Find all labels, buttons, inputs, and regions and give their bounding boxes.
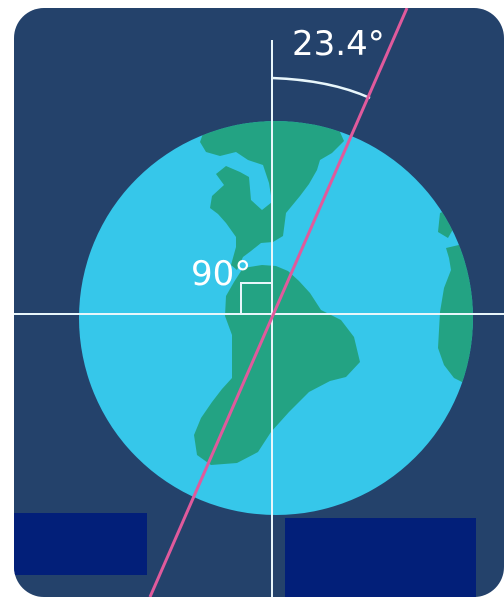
label-box-left [14,513,147,575]
tilt-angle-label: 23.4° [292,24,385,64]
right-angle-label: 90° [191,254,251,294]
tilted-rotation-axis [148,8,409,597]
tilt-angle-arc [271,76,371,100]
label-box-right [285,518,476,597]
right-angle-marker [240,282,273,315]
